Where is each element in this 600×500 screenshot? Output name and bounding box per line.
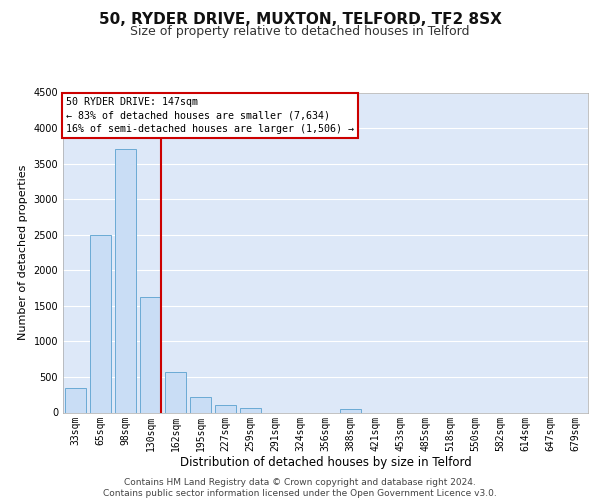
Bar (115, 150, 136, 412)
Bar (240, 408, 261, 412)
Bar (190, 396, 211, 412)
Text: 50, RYDER DRIVE, MUXTON, TELFORD, TF2 8SX: 50, RYDER DRIVE, MUXTON, TELFORD, TF2 8S… (98, 12, 502, 28)
Text: Contains HM Land Registry data © Crown copyright and database right 2024.
Contai: Contains HM Land Registry data © Crown c… (103, 478, 497, 498)
Bar (340, 409, 361, 412)
Bar (140, 297, 161, 412)
X-axis label: Distribution of detached houses by size in Telford: Distribution of detached houses by size … (179, 456, 472, 469)
Text: 50 RYDER DRIVE: 147sqm
← 83% of detached houses are smaller (7,634)
16% of semi-: 50 RYDER DRIVE: 147sqm ← 83% of detached… (65, 98, 353, 134)
Bar (65, 388, 86, 412)
Bar (90, 234, 111, 412)
Text: Size of property relative to detached houses in Telford: Size of property relative to detached ho… (130, 25, 470, 38)
Bar (215, 406, 236, 412)
Bar (165, 372, 186, 412)
Y-axis label: Number of detached properties: Number of detached properties (18, 165, 28, 340)
